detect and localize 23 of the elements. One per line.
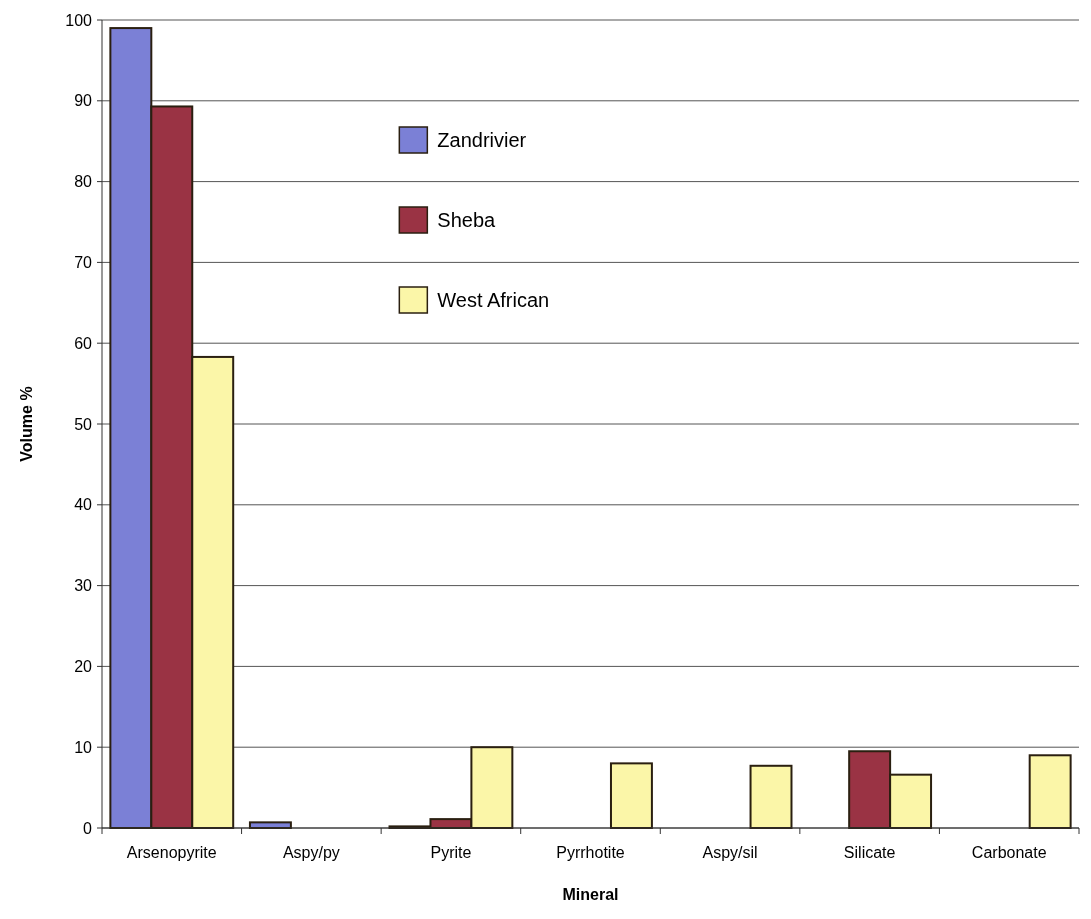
y-tick-label: 20 — [74, 658, 93, 675]
x-tick-label: Carbonate — [971, 844, 1047, 861]
y-axis-title: Volume % — [18, 386, 35, 462]
x-tick-label: Silicate — [843, 844, 896, 861]
y-tick-label: 30 — [74, 577, 93, 595]
x-tick-label: Pyrite — [430, 844, 472, 861]
legend-label: Zandrivier — [437, 129, 527, 151]
y-tick-label: 10 — [74, 738, 93, 756]
x-tick-label: Aspy/py — [282, 844, 340, 861]
y-tick-label: 0 — [83, 819, 93, 837]
y-tick-label: 40 — [74, 496, 93, 514]
x-tick-label: Aspy/sil — [702, 844, 758, 861]
y-tick-label: 50 — [74, 415, 93, 433]
y-tick-label: 60 — [74, 334, 93, 352]
y-tick-label: 100 — [65, 11, 93, 29]
x-tick-label: Arsenopyrite — [126, 844, 217, 861]
y-tick-label: 90 — [74, 92, 93, 110]
y-tick-label: 70 — [74, 254, 93, 271]
legend-label: West African — [437, 289, 550, 311]
x-axis-title: Mineral — [562, 886, 619, 903]
x-tick-label: Pyrrhotite — [556, 844, 625, 861]
y-tick-label: 80 — [74, 173, 93, 191]
legend-label: Sheba — [437, 209, 497, 231]
